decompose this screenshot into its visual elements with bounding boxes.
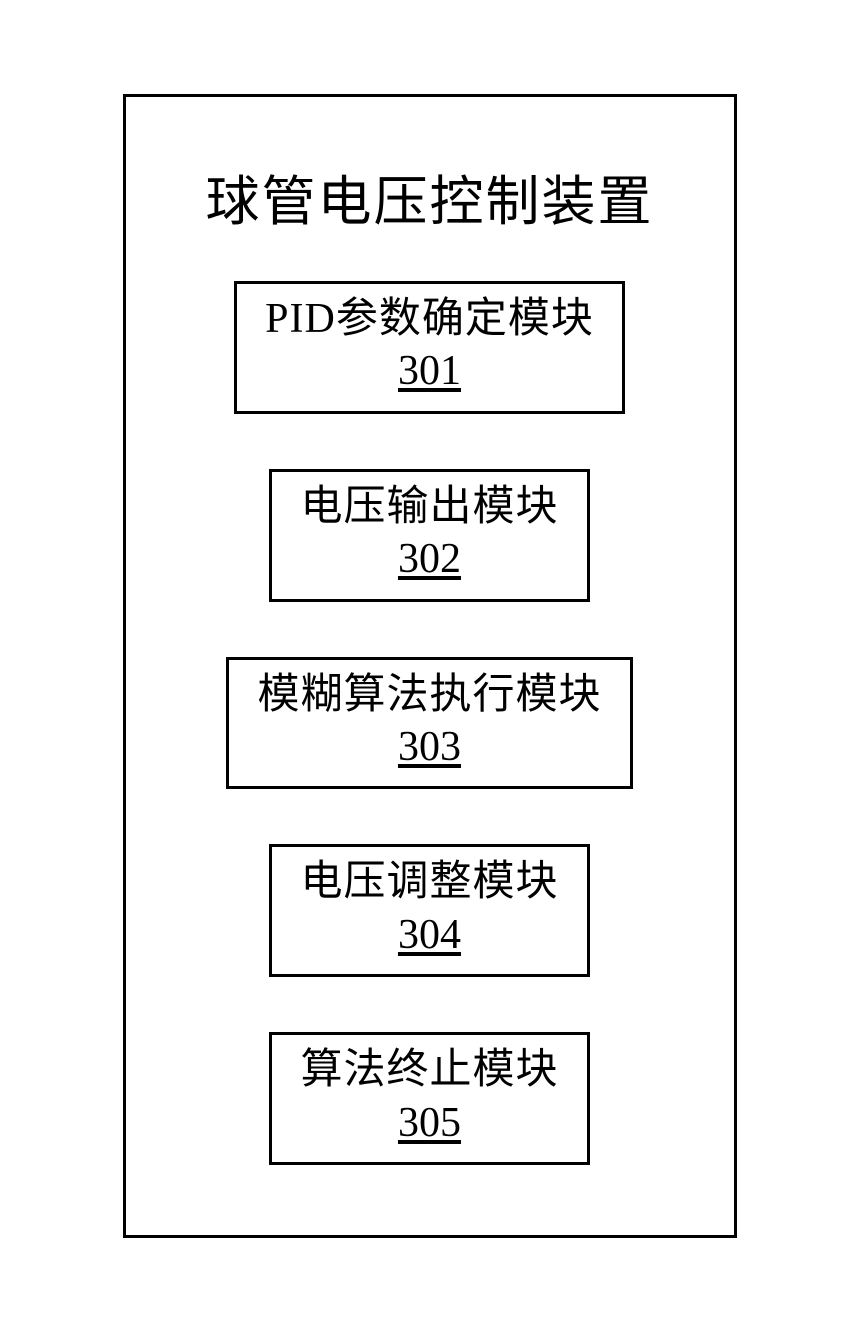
module-label: 模糊算法执行模块 <box>257 670 601 720</box>
module-label: PID参数确定模块 <box>265 294 594 344</box>
module-number: 301 <box>398 346 461 396</box>
module-box: 算法终止模块 305 <box>269 1032 589 1165</box>
module-box: 电压调整模块 304 <box>269 844 589 977</box>
module-number: 303 <box>398 722 461 772</box>
module-number: 305 <box>398 1098 461 1148</box>
module-number: 302 <box>398 534 461 584</box>
module-label: 算法终止模块 <box>300 1045 558 1095</box>
module-label: 电压调整模块 <box>300 857 558 907</box>
module-number: 304 <box>398 910 461 960</box>
module-box: PID参数确定模块 301 <box>234 281 625 414</box>
module-box: 模糊算法执行模块 303 <box>226 657 632 790</box>
module-box: 电压输出模块 302 <box>269 469 589 602</box>
device-title: 球管电压控制装置 <box>206 157 654 236</box>
module-label: 电压输出模块 <box>300 482 558 532</box>
device-container: 球管电压控制装置 PID参数确定模块 301 电压输出模块 302 模糊算法执行… <box>123 94 737 1238</box>
